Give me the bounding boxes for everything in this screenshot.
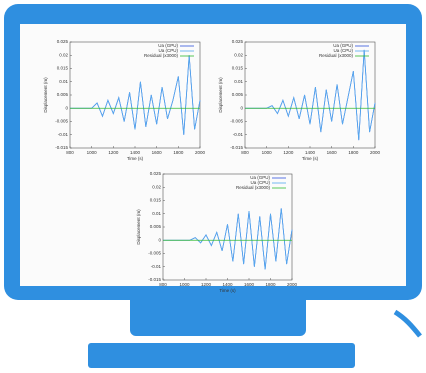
monitor-neck bbox=[130, 290, 306, 336]
legend-label: Ua (CPU) bbox=[250, 180, 270, 185]
y-tick-label: 0.015 bbox=[232, 66, 244, 71]
x-tick-label: 2000 bbox=[287, 282, 298, 287]
x-tick-label: 800 bbox=[241, 150, 249, 155]
charts: -0.015 -0.01 -0.005 0 0.005 0.01 0.015 0.02 0.02… bbox=[43, 39, 380, 293]
x-tick-label: 1400 bbox=[305, 150, 316, 155]
y-tick-label: 0.005 bbox=[232, 92, 244, 97]
y-tick-label: -0.005 bbox=[148, 251, 161, 256]
legend-label: Ua (GPU) bbox=[158, 43, 178, 48]
x-tick-label: 2000 bbox=[195, 150, 206, 155]
y-axis-label: Displacement (m) bbox=[136, 209, 141, 245]
x-tick-label: 1000 bbox=[87, 150, 98, 155]
y-tick-label: 0.02 bbox=[59, 52, 68, 57]
x-tick-label: 800 bbox=[159, 282, 167, 287]
x-tick-label: 1400 bbox=[130, 150, 141, 155]
x-tick-label: 800 bbox=[66, 150, 74, 155]
y-tick-label: -0.015 bbox=[230, 145, 243, 150]
legend-label: Ua (CPU) bbox=[333, 48, 353, 53]
x-axis-label: Time (s) bbox=[127, 156, 144, 161]
y-tick-label: 0.02 bbox=[152, 184, 161, 189]
x-tick-label: 1200 bbox=[201, 282, 212, 287]
y-tick-label: 0.025 bbox=[57, 39, 69, 44]
y-tick-label: 0 bbox=[240, 105, 243, 110]
x-tick-label: 1000 bbox=[262, 150, 273, 155]
legend-label: Ua (GPU) bbox=[250, 175, 270, 180]
legend-label: Residual (x3000) bbox=[144, 53, 179, 58]
x-tick-label: 1600 bbox=[327, 150, 338, 155]
y-tick-label: -0.005 bbox=[55, 119, 68, 124]
monitor-base bbox=[88, 343, 355, 368]
x-axis-label: Time (s) bbox=[219, 288, 236, 293]
y-tick-label: 0.015 bbox=[57, 66, 69, 71]
y-axis-label: Displacement (m) bbox=[218, 77, 223, 113]
x-tick-label: 1400 bbox=[222, 282, 233, 287]
x-tick-label: 1600 bbox=[152, 150, 163, 155]
x-tick-label: 1800 bbox=[173, 150, 184, 155]
y-tick-label: -0.015 bbox=[148, 277, 161, 282]
x-tick-label: 1800 bbox=[265, 282, 276, 287]
y-tick-label: 0.01 bbox=[234, 79, 243, 84]
y-tick-label: 0.025 bbox=[150, 171, 162, 176]
y-tick-label: 0.01 bbox=[59, 79, 68, 84]
x-tick-label: 2000 bbox=[370, 150, 381, 155]
y-tick-label: -0.01 bbox=[151, 264, 162, 269]
y-tick-label: 0.005 bbox=[57, 92, 69, 97]
legend-label: Residual (x3000) bbox=[319, 53, 354, 58]
y-tick-label: 0.005 bbox=[150, 224, 162, 229]
y-tick-label: -0.01 bbox=[233, 132, 244, 137]
x-tick-label: 1800 bbox=[348, 150, 359, 155]
y-tick-label: 0.02 bbox=[234, 52, 243, 57]
y-tick-label: -0.015 bbox=[55, 145, 68, 150]
y-tick-label: 0.025 bbox=[232, 39, 244, 44]
legend-label: Residual (x3000) bbox=[236, 185, 271, 190]
x-axis-label: Time (s) bbox=[302, 156, 319, 161]
x-tick-label: 1600 bbox=[244, 282, 255, 287]
legend-label: Ua (CPU) bbox=[158, 48, 178, 53]
y-tick-label: 0 bbox=[158, 237, 161, 242]
x-tick-label: 1200 bbox=[283, 150, 294, 155]
legend-label: Ua (GPU) bbox=[333, 43, 353, 48]
y-tick-label: 0.015 bbox=[150, 198, 162, 203]
y-tick-label: 0 bbox=[65, 105, 68, 110]
y-tick-label: 0.01 bbox=[152, 211, 161, 216]
x-tick-label: 1200 bbox=[108, 150, 119, 155]
y-tick-label: -0.01 bbox=[58, 132, 69, 137]
x-tick-label: 1000 bbox=[179, 282, 190, 287]
y-tick-label: -0.005 bbox=[230, 119, 243, 124]
cable bbox=[393, 309, 422, 338]
y-axis-label: Displacement (m) bbox=[43, 77, 48, 113]
